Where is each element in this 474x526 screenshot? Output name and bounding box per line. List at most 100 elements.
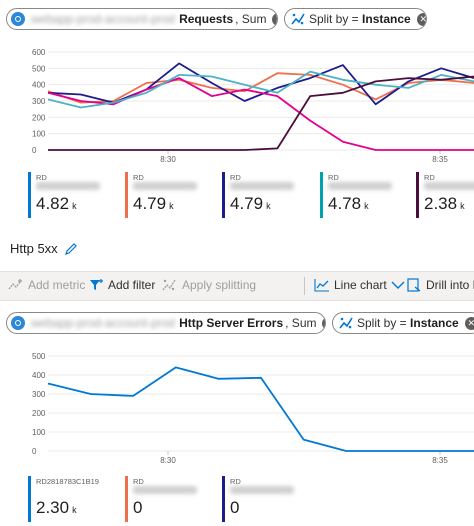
requests-x-tick-label: 8:30: [160, 155, 176, 164]
split-prefix: Split by =: [357, 316, 411, 330]
add-metric-icon: [8, 279, 22, 290]
legend-color-swatch: [28, 172, 31, 218]
requests-y-tick-label: 0: [32, 146, 37, 155]
legend-redacted-name: [133, 182, 197, 190]
legend-value: 2.38 k: [424, 194, 465, 213]
legend-color-swatch: [125, 476, 128, 522]
remove-metric-close-icon[interactable]: ✕: [272, 12, 277, 26]
legend-color-swatch: [125, 172, 128, 218]
legend-unit: k: [460, 201, 465, 211]
splitting-icon: [162, 279, 176, 291]
errors-y-tick-label: 100: [32, 428, 46, 437]
legend-unit: k: [169, 201, 174, 211]
scope-pill-requests[interactable]: webapp-prod-account-prod Requests , Sum …: [6, 8, 278, 30]
line-chart-dropdown[interactable]: Line chart: [314, 278, 409, 292]
requests-x-tick-label: 8:35: [432, 155, 448, 164]
legend-value: 4.79 k: [133, 194, 174, 213]
scope-pill-http-errors[interactable]: webapp-prod-account-prod Http Server Err…: [6, 312, 326, 334]
resource-name: webapp-prod-account-prod: [31, 316, 176, 330]
line-chart-label: Line chart: [334, 278, 387, 292]
split-value: Instance: [362, 12, 411, 26]
requests-legend: RD 4.82 k RD 4.79 k RD 4.79 k RD 4.78 k RD 2.38 k: [0, 172, 474, 222]
requests-series-line-2[interactable]: [47, 62, 474, 106]
remove-split-close-icon[interactable]: ✕: [416, 12, 426, 26]
requests-y-tick-label: 600: [32, 48, 46, 57]
add-filter-button[interactable]: Add filter: [88, 278, 155, 292]
legend-series-name: RD: [328, 173, 339, 182]
resource-name: webapp-prod-account-prod: [31, 12, 176, 26]
split-icon: [339, 317, 353, 329]
http-errors-line-chart[interactable]: 500 400 300 200 100 0 8:30 8:35: [0, 346, 474, 472]
split-value: Instance: [410, 316, 459, 330]
legend-value: 0: [230, 498, 240, 517]
legend-redacted-name: [230, 182, 294, 190]
chart-title-http5xx: Http 5xx: [10, 241, 78, 256]
legend-redacted-name: [36, 182, 100, 190]
add-metric-label: Add metric: [28, 278, 86, 292]
requests-y-tick-label: 500: [32, 64, 46, 73]
section-title-text: Http 5xx: [10, 241, 58, 256]
resource-icon: [11, 12, 25, 26]
split-icon: [291, 13, 305, 25]
legend-unit: k: [72, 201, 77, 211]
legend-series-name: RD2818783C1B19: [36, 477, 99, 486]
edit-pencil-icon[interactable]: [64, 242, 78, 256]
legend-value: 4.79 k: [230, 194, 271, 213]
line-chart-icon: [314, 279, 329, 292]
legend-series-name: RD: [133, 173, 144, 182]
add-filter-label: Add filter: [108, 278, 156, 292]
legend-color-swatch: [320, 172, 323, 218]
resource-icon: [11, 316, 25, 330]
legend-unit: k: [72, 505, 77, 515]
legend-color-swatch: [222, 476, 225, 522]
legend-redacted-name: [424, 182, 474, 190]
requests-y-tick-label: 100: [32, 130, 46, 139]
legend-series-name: RD: [230, 173, 241, 182]
drill-into-logs-label: Drill into Lo: [426, 278, 474, 292]
legend-series-name: RD: [36, 173, 47, 182]
toolbar-separator: [304, 277, 305, 295]
requests-y-tick-label: 200: [32, 113, 46, 122]
legend-series-name: RD: [424, 173, 435, 182]
legend-color-swatch: [28, 476, 31, 522]
legend-color-swatch: [222, 172, 225, 218]
errors-y-tick-label: 400: [32, 371, 46, 380]
legend-redacted-name: [328, 182, 392, 190]
metric-name: Requests: [179, 12, 234, 26]
apply-splitting-label: Apply splitting: [182, 278, 257, 292]
requests-series-line-5[interactable]: [48, 75, 474, 151]
legend-value: 2.30 k: [36, 498, 77, 517]
legend-redacted-name: [133, 486, 197, 494]
legend-value: 4.78 k: [328, 194, 369, 213]
errors-x-tick-label: 8:35: [432, 456, 448, 465]
requests-series-line-4[interactable]: [47, 70, 474, 109]
legend-value: 4.82 k: [36, 194, 77, 213]
drill-into-logs-button[interactable]: Drill into Lo: [406, 278, 474, 292]
filter-icon: [90, 279, 103, 290]
split-pill[interactable]: Split by = Instance ✕: [332, 312, 474, 334]
errors-y-tick-label: 500: [32, 352, 46, 361]
requests-line-chart[interactable]: 600 500 400 300 200 100 0 8:30 8:35: [0, 40, 474, 175]
errors-x-tick-label: 8:30: [160, 456, 176, 465]
chevron-down-icon: [391, 281, 405, 289]
requests-y-tick-label: 400: [32, 81, 46, 90]
legend-color-swatch: [416, 172, 419, 218]
aggregation: , Sum: [235, 12, 267, 26]
errors-series-line-1[interactable]: [47, 366, 474, 452]
errors-y-tick-label: 0: [32, 447, 37, 456]
requests-y-tick-label: 300: [32, 97, 46, 106]
split-prefix: Split by =: [309, 12, 363, 26]
remove-metric-close-icon[interactable]: ✕: [322, 316, 325, 330]
apply-splitting-button[interactable]: Apply splitting: [162, 278, 256, 292]
remove-split-close-icon[interactable]: ✕: [464, 316, 474, 330]
add-metric-button[interactable]: Add metric: [8, 278, 85, 292]
aggregation: , Sum: [285, 316, 317, 330]
http-errors-legend: RD2818783C1B19 2.30 k RD 0 RD 0: [0, 476, 474, 526]
legend-unit: k: [266, 201, 271, 211]
legend-value: 0: [133, 498, 143, 517]
errors-y-tick-label: 200: [32, 409, 46, 418]
split-pill[interactable]: Split by = Instance ✕: [284, 8, 427, 30]
legend-series-name: RD: [133, 477, 144, 486]
chart-toolbar: Add metric Add filter Apply splitting Li…: [0, 271, 474, 301]
legend-redacted-name: [230, 486, 294, 494]
